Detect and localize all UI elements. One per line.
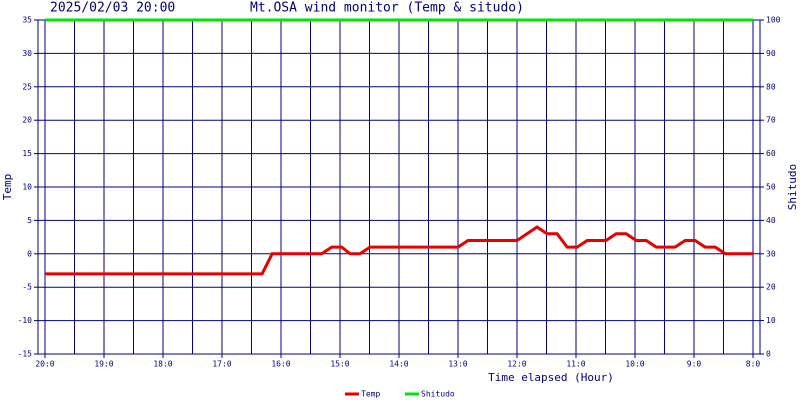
y-tick-label: -5 (22, 283, 32, 292)
x-tick-label: 19:0 (94, 360, 113, 369)
y2-tick-label: 60 (766, 149, 776, 158)
y-tick-label: 15 (22, 149, 32, 158)
y2-tick-label: 30 (766, 249, 776, 258)
y-tick-label: 10 (22, 183, 32, 192)
legend-label: Shitudo (421, 390, 455, 399)
y2-tick-label: 90 (766, 49, 776, 58)
y2-tick-label: 80 (766, 82, 776, 91)
y-tick-label: 20 (22, 116, 32, 125)
y2-tick-label: 100 (766, 16, 781, 25)
y-axis-label: Temp (1, 174, 14, 201)
chart-title: Mt.OSA wind monitor (Temp & situdo) (250, 1, 524, 16)
x-tick-label: 9:0 (687, 360, 702, 369)
y-tick-label: 0 (27, 249, 32, 258)
x-tick-label: 16:0 (271, 360, 290, 369)
y2-tick-label: 50 (766, 183, 776, 192)
x-tick-label: 17:0 (212, 360, 231, 369)
y-tick-label: 35 (22, 16, 32, 25)
legend-label: Temp (361, 390, 380, 399)
series-line (45, 225, 753, 276)
x-tick-label: 10:0 (625, 360, 644, 369)
x-tick-label: 14:0 (389, 360, 408, 369)
y2-tick-label: 0 (766, 350, 771, 359)
x-axis-label: Time elapsed (Hour) (488, 371, 614, 384)
x-tick-label: 11:0 (566, 360, 585, 369)
y-tick-label: -10 (18, 316, 33, 325)
y2-tick-label: 10 (766, 316, 776, 325)
y-tick-label: 25 (22, 82, 32, 91)
y-tick-label: 30 (22, 49, 32, 58)
y2-axis-label: Shitudo (786, 164, 799, 210)
x-tick-label: 12:0 (507, 360, 526, 369)
x-tick-label: 13:0 (448, 360, 467, 369)
x-tick-label: 18:0 (153, 360, 172, 369)
x-tick-label: 8:0 (746, 360, 761, 369)
y2-tick-label: 20 (766, 283, 776, 292)
x-tick-label: 20:0 (35, 360, 54, 369)
date: 2025/02/03 20:00 (50, 1, 175, 16)
x-tick-label: 15:0 (330, 360, 349, 369)
y-tick-label: 5 (27, 216, 32, 225)
y-tick-label: -15 (18, 350, 33, 359)
y2-tick-label: 70 (766, 116, 776, 125)
y2-tick-label: 40 (766, 216, 776, 225)
